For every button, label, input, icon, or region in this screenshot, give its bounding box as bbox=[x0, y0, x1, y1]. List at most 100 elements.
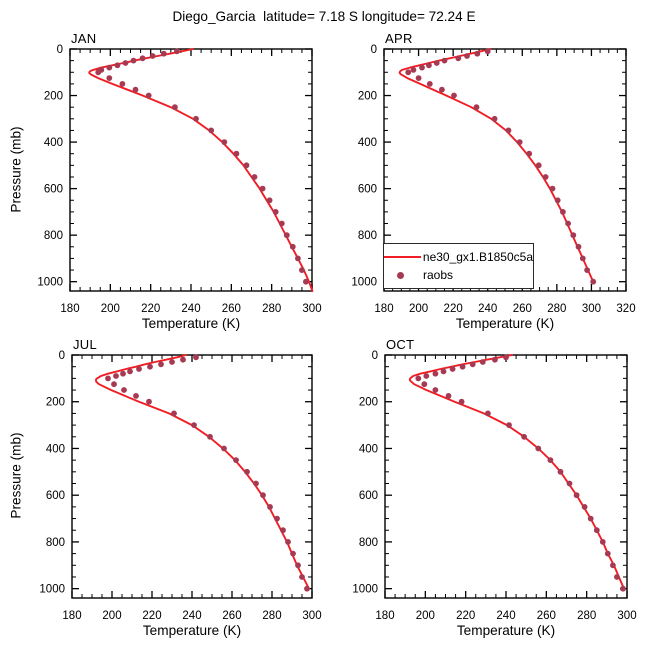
raobs-dot bbox=[610, 562, 616, 569]
raobs-dot bbox=[573, 492, 580, 499]
raobs-dot bbox=[180, 356, 186, 363]
svg-text:300: 300 bbox=[617, 610, 636, 622]
raobs-dot bbox=[421, 381, 428, 388]
raobs-dot bbox=[505, 127, 512, 134]
raobs-dot bbox=[285, 539, 291, 545]
raobs-dot bbox=[566, 480, 573, 487]
svg-text:280: 280 bbox=[547, 303, 566, 315]
svg-text:200: 200 bbox=[409, 303, 428, 315]
raobs-dot bbox=[439, 86, 445, 93]
raobs-dot-sample bbox=[397, 271, 404, 279]
svg-text:280: 280 bbox=[262, 610, 281, 622]
raobs-dot bbox=[119, 81, 126, 87]
raobs-dot bbox=[415, 75, 422, 81]
raobs-dot bbox=[440, 368, 447, 375]
svg-text:260: 260 bbox=[222, 303, 241, 315]
raobs-dot bbox=[267, 504, 273, 510]
raobs-dot bbox=[433, 60, 440, 66]
svg-text:800: 800 bbox=[46, 537, 65, 549]
raobs-dot bbox=[290, 550, 296, 557]
svg-text:280: 280 bbox=[577, 610, 596, 622]
raobs-dot bbox=[593, 527, 600, 534]
raobs-dot bbox=[233, 457, 239, 463]
raobs-dot bbox=[221, 139, 228, 146]
raobs-dot bbox=[506, 422, 512, 428]
raobs-dot bbox=[95, 69, 102, 76]
raobs-dot bbox=[474, 50, 481, 57]
svg-text:260: 260 bbox=[222, 610, 241, 622]
raobs-dot bbox=[464, 53, 470, 59]
raobs-dot bbox=[113, 373, 119, 379]
raobs-dot bbox=[560, 209, 566, 215]
raobs-dot bbox=[432, 387, 439, 393]
raobs-dot bbox=[174, 48, 180, 55]
raobs-dot bbox=[557, 468, 564, 475]
raobs-dot bbox=[149, 53, 156, 59]
x-axis-title-jul: Temperature (K) bbox=[142, 623, 242, 638]
svg-text:260: 260 bbox=[537, 610, 556, 622]
raobs-dot bbox=[575, 243, 582, 250]
raobs-dot bbox=[160, 50, 167, 57]
panel-apr: 180 200 220 240 260 280 300 320 0 200 400 600 800 100… bbox=[351, 44, 635, 315]
svg-text:600: 600 bbox=[44, 184, 63, 196]
raobs-dot bbox=[266, 197, 273, 204]
svg-text:400: 400 bbox=[359, 443, 378, 455]
raobs-dot bbox=[260, 492, 266, 499]
raobs-dot bbox=[303, 278, 309, 285]
raobs-dot bbox=[146, 398, 152, 405]
svg-text:400: 400 bbox=[46, 443, 65, 455]
panel-jul: 180 200 220 240 260 280 300 0 200 400 600 800 1000 bbox=[39, 350, 321, 622]
panel-jul-label: JUL bbox=[73, 337, 98, 352]
legend-model-label: ne30_gx1.B1850c5a bbox=[422, 249, 533, 264]
svg-text:180: 180 bbox=[60, 303, 79, 315]
raobs-dot bbox=[136, 366, 142, 372]
svg-text:180: 180 bbox=[62, 610, 81, 622]
raobs-dot bbox=[147, 363, 153, 370]
svg-text:800: 800 bbox=[358, 230, 377, 242]
model-line-sample bbox=[384, 255, 421, 258]
raobs-dot bbox=[171, 410, 177, 417]
raobs-dot bbox=[295, 255, 301, 262]
svg-text:1000: 1000 bbox=[37, 277, 63, 289]
svg-text:300: 300 bbox=[302, 303, 321, 315]
svg-text:800: 800 bbox=[359, 537, 378, 549]
raobs-dot bbox=[114, 62, 121, 69]
svg-text:200: 200 bbox=[359, 397, 378, 409]
raobs-dot bbox=[120, 370, 126, 377]
raobs-dot bbox=[620, 585, 626, 592]
raobs-dot bbox=[145, 92, 152, 99]
panel-oct: 180 200 220 240 260 280 300 0 200 400 600 800 1000 bbox=[352, 350, 636, 622]
legend-obs-row: raobs bbox=[384, 269, 533, 281]
svg-text:240: 240 bbox=[478, 303, 497, 315]
svg-text:200: 200 bbox=[46, 397, 65, 409]
raobs-dot bbox=[516, 139, 523, 146]
raobs-dot bbox=[207, 433, 213, 440]
x-axis-title-oct: Temperature (K) bbox=[456, 623, 556, 638]
raobs-dot bbox=[106, 64, 113, 71]
raobs-dot bbox=[484, 48, 491, 55]
y-axis-title-top-row: Pressure (mb) bbox=[8, 126, 24, 213]
raobs-dot bbox=[278, 220, 285, 227]
raobs-dot bbox=[172, 104, 178, 111]
raobs-dot bbox=[127, 368, 133, 375]
raobs-dot bbox=[458, 398, 465, 405]
raobs-dot bbox=[405, 69, 412, 76]
raobs-dot bbox=[299, 267, 305, 273]
y-axis-title-bottom-row: Pressure (mb) bbox=[8, 432, 24, 519]
raobs-dot bbox=[133, 393, 139, 399]
raobs-dot bbox=[479, 359, 486, 365]
svg-text:0: 0 bbox=[371, 44, 377, 56]
raobs-dot bbox=[449, 366, 456, 372]
raobs-dot bbox=[280, 527, 286, 534]
svg-text:0: 0 bbox=[372, 350, 378, 362]
panel-apr-label: APR bbox=[385, 31, 413, 46]
raobs-dot bbox=[283, 232, 290, 239]
raobs-dot bbox=[208, 127, 215, 134]
legend-obs-label: raobs bbox=[423, 268, 454, 283]
svg-text:260: 260 bbox=[513, 303, 532, 315]
raobs-dot bbox=[432, 370, 439, 377]
raobs-dot bbox=[581, 504, 588, 510]
raobs-dot bbox=[274, 515, 280, 522]
raobs-dot bbox=[410, 67, 417, 73]
